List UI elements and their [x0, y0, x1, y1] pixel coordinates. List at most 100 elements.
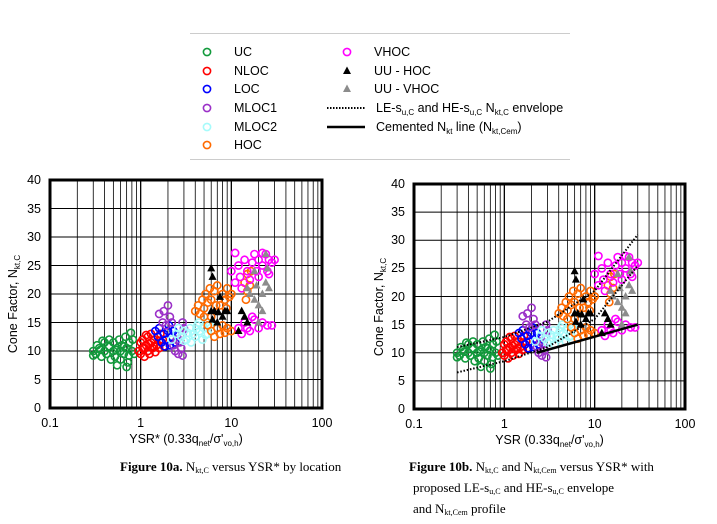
caption-text: envelope [563, 480, 615, 495]
legend-item-label: MLOC1 [234, 101, 277, 115]
legend-item-label: UC [234, 45, 252, 59]
envelope-line [456, 264, 639, 374]
legend-label-subscript: u,C [469, 108, 483, 117]
data-point-vhoc [270, 255, 279, 265]
data-point-vhoc [247, 312, 257, 322]
x-axis-title-text: ) [238, 432, 243, 446]
x-axis-title-text: /σ' [209, 432, 224, 446]
data-point-mloc2 [179, 336, 189, 346]
caption-subscript: u,C [552, 487, 564, 496]
y-tick-label: 20 [27, 287, 41, 301]
caption-text: Figure 10a. [120, 459, 183, 474]
legend-item-label: MLOC2 [234, 120, 277, 134]
data-point-uu-vhoc [261, 249, 270, 258]
y-tick-label: 10 [27, 344, 41, 358]
data-point-mloc1 [541, 352, 551, 362]
data-point-uc [122, 362, 132, 372]
data-point-vhoc [621, 263, 630, 273]
legend-label-text: UU - HOC [374, 64, 431, 78]
y-tick-label: 30 [27, 230, 41, 244]
y-axis-title-text: Cone Factor, N [372, 271, 386, 356]
data-point-mloc2 [543, 338, 552, 348]
data-point-uu-vhoc [621, 292, 630, 300]
legend-dotted-swatch [327, 107, 365, 109]
data-point-hoc [211, 301, 221, 310]
data-point-uu-hoc [600, 308, 609, 317]
data-point-mloc1 [541, 320, 551, 330]
data-point-vhoc [590, 269, 600, 279]
data-point-uu-vhoc [243, 283, 252, 292]
data-point-mloc1 [178, 318, 187, 327]
data-point-uc [119, 342, 129, 351]
data-point-uu-vhoc [625, 280, 634, 289]
x-axis-title-text: ) [599, 433, 604, 447]
data-point-hoc [590, 292, 600, 301]
data-point-uu-hoc [214, 307, 223, 316]
x-tick-label: 1 [137, 416, 145, 430]
data-point-mloc2 [555, 326, 565, 336]
data-point-hoc [226, 289, 236, 299]
legend-label-text: and HE-s [414, 101, 470, 115]
data-point-uu-vhoc [254, 318, 263, 326]
legend-label-text: MLOC2 [234, 120, 278, 134]
data-point-uc [488, 352, 497, 362]
data-point-uc [459, 347, 469, 357]
data-point-uc [483, 343, 493, 353]
data-point-uu-hoc [577, 310, 586, 318]
data-point-mloc2 [173, 323, 183, 333]
data-point-uu-vhoc [613, 297, 622, 306]
data-point-nloc [149, 342, 159, 351]
data-point-uc [88, 351, 98, 360]
legend-circle-swatch [202, 84, 212, 94]
legend-label-text: LE-s [376, 101, 402, 115]
data-point-uu-hoc [240, 312, 249, 320]
data-point-uu-vhoc [250, 295, 259, 303]
y-tick-label: 30 [391, 233, 405, 248]
legend-item-label: VHOC [374, 45, 410, 59]
data-point-mloc1 [530, 320, 540, 330]
y-tick-label: 0 [34, 401, 41, 415]
data-point-uu-vhoc [621, 308, 630, 317]
data-point-mloc1 [165, 312, 175, 322]
data-point-uu-hoc [218, 312, 227, 320]
data-point-uu-vhoc [258, 306, 267, 315]
data-point-uu-vhoc [617, 303, 626, 311]
caption-text: versus YSR* by location [208, 459, 342, 474]
caption-line: Figure 10a. Nkt,C versus YSR* by locatio… [120, 458, 341, 479]
data-point-nloc [145, 339, 154, 349]
x-tick-label: 10 [224, 416, 239, 430]
data-point-vhoc [608, 278, 618, 287]
x-tick-label: 10 [587, 417, 602, 431]
data-point-hoc [604, 297, 614, 307]
legend-marker-icon [343, 84, 351, 92]
data-point-hoc [203, 320, 213, 330]
x-axis-title-subscript: vo,h [584, 440, 600, 449]
data-point-uu-hoc [243, 318, 252, 326]
data-point-mloc2 [167, 335, 177, 344]
y-tick-label: 10 [391, 345, 405, 360]
data-point-mloc2 [191, 324, 201, 334]
legend-circle-swatch [202, 140, 212, 150]
data-point-vhoc [245, 275, 255, 285]
legend-label-text: LOC [234, 82, 260, 96]
legend-label-text: ) [517, 120, 522, 134]
legend-marker-icon [342, 47, 352, 57]
data-point-vhoc [257, 261, 267, 270]
data-point-uu-hoc [216, 292, 225, 300]
caption-text: proposed LE-s [413, 480, 490, 495]
legend-solid-swatch [327, 125, 365, 129]
data-point-uu-hoc [579, 294, 588, 303]
legend-circle-swatch [202, 122, 212, 132]
data-point-uu-vhoc [261, 278, 270, 286]
legend-item-label: NLOC [234, 64, 269, 78]
y-axis-title: Cone Factor, Nkt,C [372, 257, 388, 355]
legend-circle-swatch [202, 66, 212, 76]
data-point-uu-vhoc [245, 289, 254, 297]
data-point-mloc1 [522, 308, 532, 318]
data-point-mloc1 [159, 306, 169, 316]
legend-marker-icon [202, 103, 212, 113]
data-point-mloc2 [546, 330, 556, 340]
y-tick-label: 40 [391, 177, 405, 191]
data-point-uu-vhoc [258, 289, 267, 297]
